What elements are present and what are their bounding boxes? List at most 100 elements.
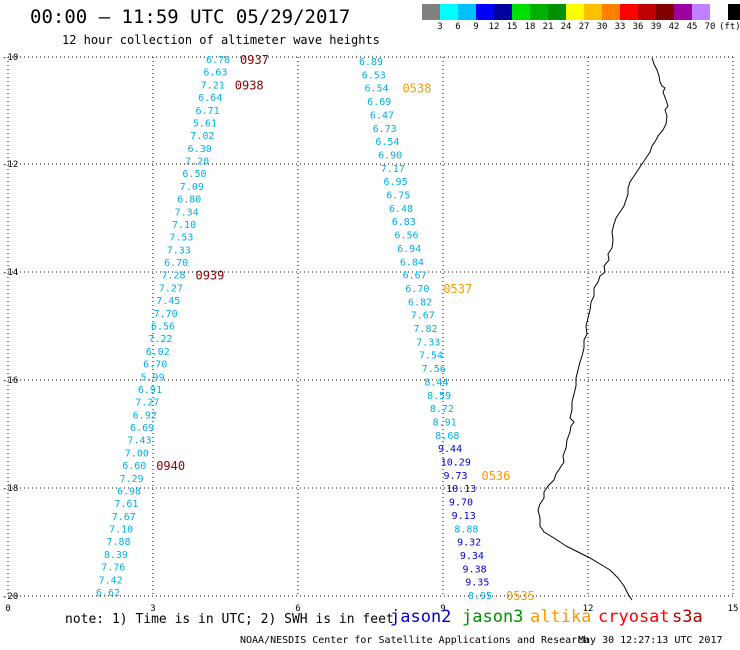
wave-height-value: 6.98	[117, 486, 141, 497]
x-tick-label: 9	[440, 604, 445, 614]
legend-swatch	[548, 4, 566, 20]
wave-height-value: 7.10	[172, 220, 196, 231]
legend-swatch	[728, 4, 740, 20]
wave-height-value: 9.70	[449, 498, 473, 509]
map-grid	[7, 56, 734, 597]
wave-height-value: 6.56	[151, 322, 175, 333]
wave-height-value: 8.91	[433, 417, 457, 428]
legend-swatch	[476, 4, 494, 20]
legend-label: 18	[524, 22, 536, 32]
wave-height-value: 6.90	[378, 150, 402, 161]
wave-height-value: 6.48	[389, 204, 413, 215]
wave-height-value: 7.34	[175, 207, 199, 218]
pass-time-label: 0538	[402, 82, 431, 96]
wave-height-value: 7.20	[185, 157, 209, 168]
wave-height-value: 9.38	[463, 564, 487, 575]
legend-label: 12	[488, 22, 500, 32]
wave-height-value: 7.76	[101, 563, 125, 574]
wave-height-value: 9.32	[457, 538, 481, 549]
legend-label: 30	[596, 22, 608, 32]
legend-swatch	[566, 4, 584, 20]
legend-label: 27	[578, 22, 590, 32]
credit-line: NOAA/NESDIS Center for Satellite Applica…	[240, 635, 590, 646]
wave-height-value: 6.84	[400, 257, 424, 268]
wave-height-value: 7.28	[161, 271, 185, 282]
wave-height-value: 9.44	[438, 444, 462, 455]
wave-height-value: 6.50	[182, 169, 206, 180]
west-track: 6.78 6.637.21 6.64 6.715.61 7.02 6.30 7.206.50…	[96, 53, 269, 599]
y-tick-label: -10	[2, 53, 18, 63]
wave-height-value: 8.44	[424, 377, 448, 388]
wave-height-value: 6.94	[397, 244, 421, 255]
legend-label: 3	[437, 22, 443, 32]
wave-height-value: 7.67	[112, 512, 136, 523]
satellite-name: jason3	[462, 607, 524, 627]
wave-height-value: 8.88	[454, 524, 478, 535]
wave-height-value: 6.92	[133, 410, 157, 421]
wave-height-value: 8.72	[430, 404, 454, 415]
legend-label: 39	[650, 22, 662, 32]
pass-time-label: 0938	[235, 78, 264, 92]
legend-swatch	[422, 4, 440, 20]
wave-height-value: 6.70	[164, 258, 188, 269]
page-subtitle: 12 hour collection of altimeter wave hei…	[62, 33, 380, 47]
legend-swatch	[494, 4, 512, 20]
wave-height-value: 7.82	[414, 324, 438, 335]
satellite-name: cryosat	[598, 607, 670, 627]
wave-height-value: 6.63	[203, 68, 227, 79]
wave-height-value: 7.00	[125, 448, 149, 459]
wave-height-value: 8.39	[104, 550, 128, 561]
wave-height-value: 7.21	[201, 80, 225, 91]
legend-label: 42	[668, 22, 680, 32]
legend-swatch	[656, 4, 674, 20]
wave-height-value: 6.78	[206, 55, 230, 66]
wave-height-value: 6.75	[386, 191, 410, 202]
x-tick-label: 12	[583, 604, 594, 614]
y-tick-label: -14	[2, 268, 18, 278]
wave-height-value: 6.82	[408, 297, 432, 308]
y-tick-label: -12	[2, 160, 18, 170]
legend-label: (ft)	[719, 22, 740, 32]
wave-height-value: 5.99	[141, 372, 165, 383]
wave-height-value: 6.71	[196, 106, 220, 117]
x-tick-label: 15	[728, 604, 739, 614]
wave-height-value: 6.69	[130, 423, 154, 434]
wave-height-value: 6.64	[198, 93, 222, 104]
legend-label: 45	[686, 22, 698, 32]
wave-height-value: 7.17	[381, 164, 405, 175]
wave-height-value: 7.43	[127, 436, 151, 447]
wave-height-value: 7.61	[114, 499, 138, 510]
wave-height-value: 6.73	[373, 124, 397, 135]
wave-height-value: 6.83	[392, 217, 416, 228]
legend-swatch	[458, 4, 476, 20]
wave-height-value: 10.13	[446, 484, 476, 495]
legend-label: 24	[560, 22, 572, 32]
wave-height-value: 6.95	[384, 177, 408, 188]
wave-height-value: 6.67	[403, 271, 427, 282]
x-tick-label: 0	[5, 604, 10, 614]
wave-height-value: 7.33	[167, 245, 191, 256]
satellite-name: s3a	[672, 607, 703, 627]
legend-swatch	[530, 4, 548, 20]
pass-time-label: 0937	[240, 53, 269, 67]
wave-height-value: 7.70	[154, 309, 178, 320]
wave-height-value: 6.70	[405, 284, 429, 295]
x-tick-label: 3	[150, 604, 155, 614]
legend-swatch	[710, 4, 728, 20]
wave-height-value: 6.54	[375, 137, 399, 148]
satellite-name: altika	[530, 607, 592, 627]
generated-timestamp: May 30 12:27:13 UTC 2017	[578, 635, 723, 646]
pass-time-label: 0940	[156, 459, 185, 473]
wave-height-value: 6.56	[394, 231, 418, 242]
wave-height-value: 7.67	[411, 311, 435, 322]
wave-height-value: 7.29	[120, 474, 144, 485]
wave-height-value: 6.70	[143, 360, 167, 371]
pass-time-label: 0536	[481, 469, 510, 483]
wave-height-value: 7.45	[156, 296, 180, 307]
wave-height-value: 8.68	[435, 431, 459, 442]
legend-swatch	[674, 4, 692, 20]
pass-time-label: 0537	[443, 282, 472, 296]
legend-label: 70	[704, 22, 716, 32]
legend-swatch	[602, 4, 620, 20]
wave-height-value: 6.30	[188, 144, 212, 155]
